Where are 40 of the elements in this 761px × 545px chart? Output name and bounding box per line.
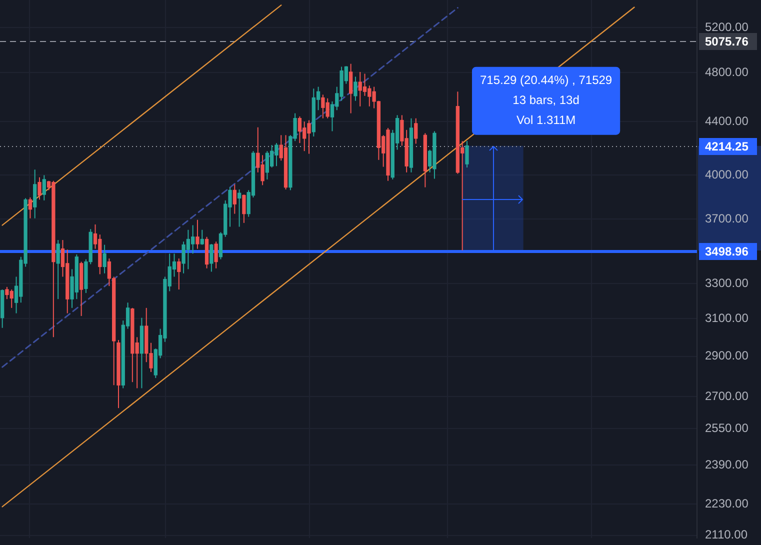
y-tick-label: 2550.00 (705, 420, 749, 435)
annotation: 13 bars, 13d (512, 93, 580, 108)
y-tick-label: 4800.00 (705, 64, 749, 79)
y-tick-label: 3100.00 (705, 311, 749, 326)
candlestick (200, 229, 204, 246)
ref-line-label: 5075.76 (705, 34, 749, 48)
candlestick (298, 116, 302, 144)
candlestick (232, 184, 236, 214)
y-tick-label: 3300.00 (705, 276, 749, 290)
candlestick (362, 73, 367, 96)
candlestick (38, 176, 42, 200)
candlestick (42, 174, 46, 201)
candlestick (33, 169, 37, 219)
candlestick (237, 188, 242, 228)
ref-line-label: 4214.25 (705, 139, 749, 154)
candlestick (465, 140, 469, 168)
y-tick-label: 5200.00 (705, 20, 749, 34)
candlestick (56, 240, 60, 300)
y-tick-label: 4000.00 (705, 168, 749, 182)
candlestick (196, 219, 200, 250)
candlestick (102, 244, 106, 274)
candlestick (242, 194, 246, 224)
candlestick (265, 150, 270, 180)
candlestick (210, 243, 214, 272)
annotation: Vol 1.311M (516, 113, 576, 128)
annotation: 715.29 (20.44%) , 71529 (480, 73, 612, 88)
y-tick-label: 2900.00 (705, 348, 749, 363)
y-tick-label: 4400.00 (705, 114, 749, 128)
y-tick-label: 2110.00 (705, 528, 748, 542)
candlestick (177, 258, 181, 290)
ref-line-label: 3498.96 (705, 244, 749, 258)
y-tick-label: 3700.00 (705, 211, 749, 226)
candlestick (354, 76, 358, 102)
y-tick-label: 2230.00 (705, 496, 749, 510)
y-tick-label: 2700.00 (705, 388, 749, 403)
candlestick (214, 241, 218, 269)
candlestick (414, 118, 418, 144)
candlestick (348, 63, 353, 114)
candlestick (28, 196, 32, 219)
y-tick-label: 2390.00 (705, 457, 749, 472)
